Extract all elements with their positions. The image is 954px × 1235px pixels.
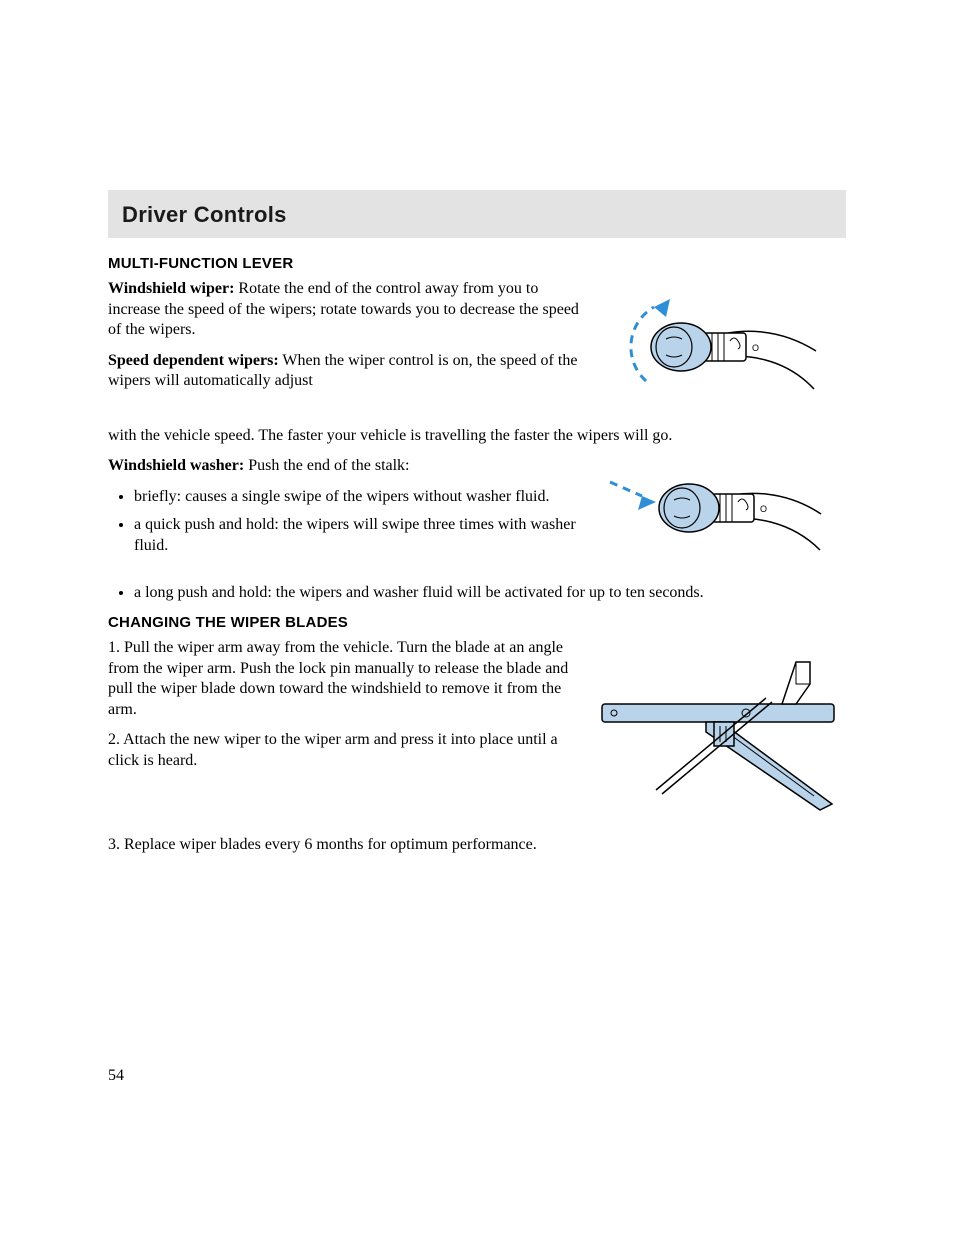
- chapter-title-bar: Driver Controls: [108, 190, 846, 238]
- label-speed-dep: Speed dependent wipers:: [108, 352, 279, 369]
- washer-bullet-list-cont: a long push and hold: the wipers and was…: [108, 583, 846, 603]
- svg-text:O: O: [760, 504, 767, 514]
- section-heading-cwb: CHANGING THE WIPER BLADES: [108, 613, 846, 632]
- wiper-rotate-svg: O: [596, 281, 846, 411]
- section-heading-mfl: MULTI-FUNCTION LEVER: [108, 254, 846, 273]
- figure-wiper-rotate: O: [596, 281, 846, 417]
- wiper-push-svg: O: [596, 458, 846, 568]
- washer-bullet-3: a long push and hold: the wipers and was…: [134, 583, 846, 603]
- label-windshield-wiper: Windshield wiper:: [108, 280, 234, 297]
- page-number: 54: [108, 1067, 124, 1085]
- text-windshield-washer: Push the end of the stalk:: [244, 457, 409, 474]
- chapter-title: Driver Controls: [122, 202, 832, 228]
- cwb-step-3: 3. Replace wiper blades every 6 months f…: [108, 835, 846, 855]
- wiper-blade-svg: [596, 640, 846, 820]
- para-speed-dep-b: with the vehicle speed. The faster your …: [108, 426, 846, 446]
- label-windshield-washer: Windshield washer:: [108, 457, 244, 474]
- figure-wiper-blade: [596, 640, 846, 826]
- svg-text:O: O: [752, 343, 759, 353]
- figure-wiper-push: O: [596, 458, 846, 574]
